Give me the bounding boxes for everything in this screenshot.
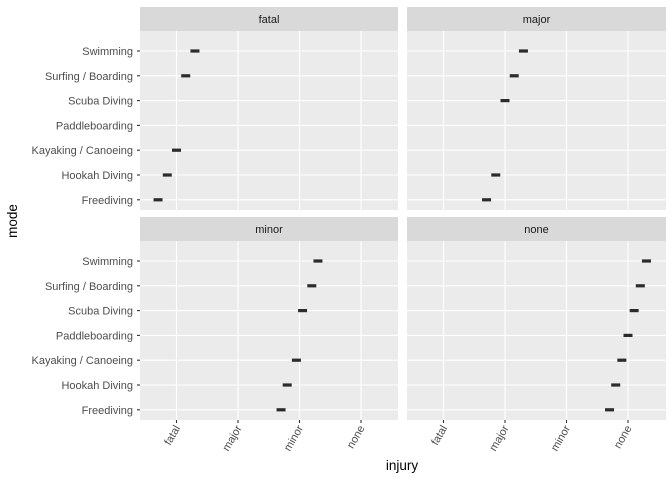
panel-background	[140, 241, 398, 420]
point-fatal-swimming	[190, 49, 200, 53]
point-major-freediving	[482, 198, 492, 202]
point-none-swimming	[641, 259, 651, 263]
point-fatal-kayaking-canoeing	[172, 148, 181, 152]
x-axes-layer: fatal major minor none fatal major minor none	[162, 420, 635, 453]
point-major-swimming	[518, 49, 528, 53]
panel-background	[407, 241, 666, 420]
point-fatal-hookah-diving	[162, 173, 172, 177]
panel-none: none	[407, 217, 666, 420]
y-tick-label-scuba-diving: Scuba Diving	[68, 96, 133, 108]
panels-layer: fatal major minor none	[140, 7, 666, 420]
strip-label-none: none	[524, 224, 548, 236]
point-minor-hookah-diving	[282, 383, 292, 387]
point-minor-freediving	[276, 408, 286, 412]
strip-major	[407, 7, 666, 31]
x-axis-title: injury	[386, 458, 419, 473]
point-none-kayaking-canoeing	[617, 358, 627, 362]
point-major-surfing-boarding	[509, 74, 519, 78]
x-tick-label-minor: minor	[549, 423, 573, 453]
y-axes-layer: Swimming Surfing / Boarding Scuba Diving Pa…	[31, 46, 140, 417]
point-fatal-surfing-boarding	[181, 74, 191, 78]
y-tick-label-hookah-diving: Hookah Diving	[61, 380, 133, 392]
strip-minor	[140, 217, 398, 241]
strip-label-major: major	[523, 14, 551, 26]
panel-background	[140, 31, 398, 210]
x-tick-label-minor: minor	[282, 423, 306, 453]
y-tick-label-freediving: Freediving	[82, 405, 133, 417]
panel-major: major	[407, 7, 666, 210]
panel-background	[407, 31, 666, 210]
point-major-hookah-diving	[491, 173, 501, 177]
point-minor-swimming	[313, 259, 323, 263]
y-tick-label-freediving: Freediving	[82, 195, 133, 207]
x-tick-label-none: none	[612, 424, 635, 451]
strip-none	[407, 217, 666, 241]
y-tick-label-paddleboarding: Paddleboarding	[56, 330, 133, 342]
x-tick-label-major: major	[487, 423, 511, 453]
point-none-scuba-diving	[629, 309, 639, 313]
y-tick-label-kayaking-canoeing: Kayaking / Canoeing	[31, 355, 133, 367]
y-tick-label-scuba-diving: Scuba Diving	[68, 306, 133, 318]
y-tick-label-kayaking-canoeing: Kayaking / Canoeing	[31, 145, 133, 157]
point-none-hookah-diving	[611, 383, 621, 387]
y-tick-label-surfing-boarding: Surfing / Boarding	[45, 71, 133, 83]
strip-fatal	[140, 7, 398, 31]
y-tick-label-hookah-diving: Hookah Diving	[61, 170, 133, 182]
x-tick-label-fatal: fatal	[162, 424, 183, 448]
y-tick-label-swimming: Swimming	[82, 46, 133, 58]
point-none-surfing-boarding	[635, 284, 645, 288]
point-none-paddleboarding	[623, 333, 633, 337]
y-tick-label-surfing-boarding: Surfing / Boarding	[45, 281, 133, 293]
strip-label-fatal: fatal	[259, 14, 280, 26]
point-none-freediving	[605, 408, 615, 412]
point-major-scuba-diving	[500, 99, 510, 103]
x-tick-label-major: major	[220, 423, 244, 453]
point-minor-kayaking-canoeing	[291, 358, 301, 362]
y-tick-label-paddleboarding: Paddleboarding	[56, 120, 133, 132]
y-tick-label-swimming: Swimming	[82, 256, 133, 268]
point-minor-scuba-diving	[298, 309, 308, 313]
x-tick-label-none: none	[345, 424, 368, 451]
point-fatal-freediving	[153, 198, 163, 202]
y-axis-title: mode	[5, 204, 20, 238]
panel-fatal: fatal	[140, 7, 398, 210]
strip-label-minor: minor	[255, 224, 283, 236]
point-minor-surfing-boarding	[307, 284, 317, 288]
panel-minor: minor	[140, 217, 398, 420]
x-tick-label-fatal: fatal	[429, 424, 450, 448]
